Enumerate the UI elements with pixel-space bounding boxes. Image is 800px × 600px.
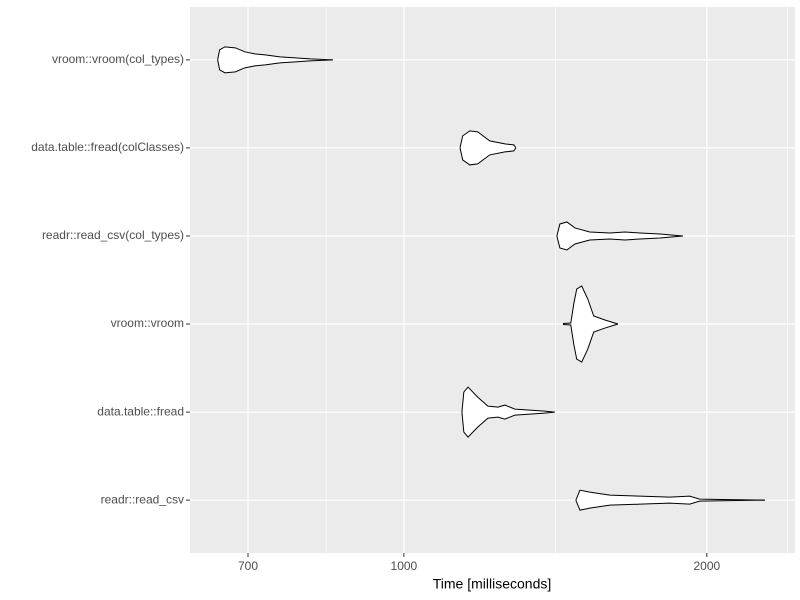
y-tick-label: vroom::vroom [111, 316, 184, 330]
violin-upper [562, 285, 619, 325]
y-tick-label: readr::read_csv(col_types) [42, 228, 184, 242]
violin-upper [459, 130, 517, 149]
violin-lower [556, 235, 683, 251]
violin-upper [217, 46, 333, 61]
x-tick-label: 700 [238, 559, 258, 573]
violin-lower [217, 59, 333, 74]
violin-lower [575, 499, 765, 511]
y-tick-label: data.table::fread [97, 404, 184, 418]
y-tick-label: data.table::fread(colClasses) [31, 140, 184, 154]
y-tick-label: vroom::vroom(col_types) [52, 52, 184, 66]
y-tick-label: readr::read_csv [101, 492, 184, 506]
violin-upper [461, 386, 555, 413]
violin-lower [459, 147, 517, 166]
violin-upper [575, 489, 765, 501]
plot-area [190, 7, 795, 553]
violin-lower [562, 323, 619, 363]
violin-lower [461, 411, 555, 438]
x-tick-label: 2000 [693, 559, 720, 573]
violin-upper [556, 221, 683, 237]
x-tick-label: 1000 [391, 559, 418, 573]
panel-background [190, 7, 795, 553]
x-axis-title: Time [milliseconds] [433, 576, 552, 592]
